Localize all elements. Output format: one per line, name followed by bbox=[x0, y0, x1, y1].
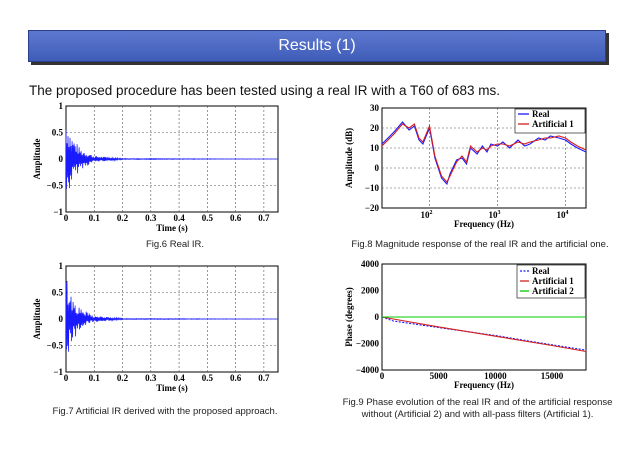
y-tick-label: −20 bbox=[365, 203, 380, 213]
y-tick-label: −1 bbox=[53, 367, 63, 377]
y-tick-label: 0 bbox=[59, 314, 64, 324]
x-tick-label: 0.3 bbox=[145, 213, 157, 223]
x-tick-label: 0.2 bbox=[117, 213, 129, 223]
y-tick-label: −4000 bbox=[356, 365, 380, 375]
fig8-caption: Fig.8 Magnitude response of the real IR … bbox=[351, 239, 609, 250]
x-tick-label: 0.7 bbox=[258, 373, 270, 383]
x-tick-label: 0 bbox=[380, 371, 385, 381]
x-tick-label: 0.2 bbox=[117, 373, 129, 383]
x-tick-label: 0.6 bbox=[230, 373, 242, 383]
x-tick-label: 0.1 bbox=[89, 373, 101, 383]
fig9-caption: Fig.9 Phase evolution of the real IR and… bbox=[320, 397, 635, 421]
y-tick-label: 20 bbox=[370, 123, 380, 133]
y-tick-label: 30 bbox=[370, 103, 380, 113]
x-tick-label: 0.5 bbox=[202, 373, 214, 383]
y-tick-label: 0.5 bbox=[52, 128, 64, 138]
x-tick-label: 0.3 bbox=[145, 373, 157, 383]
ir-waveform-line bbox=[65, 280, 278, 352]
series-line-artificial-1 bbox=[381, 123, 587, 183]
y-tick-label: 4000 bbox=[361, 259, 380, 269]
x-tick-label: 5000 bbox=[430, 371, 449, 381]
fig7-caption: Fig.7 Artificial IR derived with the pro… bbox=[52, 406, 278, 417]
slide-title: Results (1) bbox=[278, 37, 356, 54]
fig9-chart: −4000 −2000 0 2000 4000 0 5000 10000 15000 Freque… bbox=[344, 259, 587, 390]
legend-label: Artificial 1 bbox=[532, 119, 574, 129]
x-tick-label: 102 bbox=[421, 210, 433, 220]
legend-label: Artificial 1 bbox=[532, 276, 574, 286]
y-axis-label: Amplitude bbox=[32, 298, 42, 339]
y-tick-label: 0 bbox=[59, 154, 64, 164]
y-tick-label: −0.5 bbox=[47, 181, 64, 191]
legend-label: Real bbox=[532, 266, 550, 276]
y-tick-label: 2000 bbox=[361, 286, 380, 296]
series-line-artificial-1 bbox=[381, 316, 587, 353]
legend-label: Real bbox=[532, 109, 550, 119]
legend-box bbox=[514, 108, 586, 134]
x-tick-label: 0.1 bbox=[89, 213, 101, 223]
fig6-chart: 0 0.1 0.2 0.3 0.4 0.5 0.6 0.7 −1 −0.5 0 0.5 1 Time (s… bbox=[32, 101, 279, 233]
x-tick-label: 0.4 bbox=[173, 213, 185, 223]
y-tick-label: −1 bbox=[53, 207, 63, 217]
y-tick-label: 1 bbox=[59, 101, 64, 111]
y-tick-label: 0 bbox=[375, 163, 380, 173]
y-tick-label: −2000 bbox=[356, 339, 380, 349]
legend-label: Artificial 2 bbox=[532, 286, 574, 296]
x-tick-label: 0.4 bbox=[173, 373, 185, 383]
title-banner: Results (1) bbox=[28, 30, 606, 62]
y-axis-label: Amplitude (dB) bbox=[344, 128, 354, 188]
x-axis-label: Frequency (Hz) bbox=[454, 380, 514, 390]
x-axis-label: Frequency (Hz) bbox=[454, 219, 514, 229]
x-tick-label: 103 bbox=[489, 210, 501, 220]
x-tick-label: 15000 bbox=[541, 371, 564, 381]
fig6-caption: Fig.6 Real IR. bbox=[145, 239, 205, 250]
fig9-caption-line-1: Fig.9 Phase evolution of the real IR and… bbox=[342, 397, 613, 408]
ir-waveform-line bbox=[65, 129, 278, 189]
fig9-caption-line-2: without (Artificial 2) and with all-pass… bbox=[361, 409, 594, 420]
x-tick-label: 0.5 bbox=[202, 213, 214, 223]
x-tick-label: 0 bbox=[64, 373, 69, 383]
x-tick-label: 0 bbox=[64, 213, 69, 223]
x-tick-label: 10000 bbox=[484, 371, 507, 381]
x-tick-label: 0.6 bbox=[230, 213, 242, 223]
y-tick-label: −0.5 bbox=[47, 341, 64, 351]
x-tick-label: 104 bbox=[557, 210, 569, 220]
x-axis-label: Time (s) bbox=[156, 383, 188, 393]
fig7-chart: 0 0.1 0.2 0.3 0.4 0.5 0.6 0.7 −1 −0.5 0 0.5 1 Time (s… bbox=[32, 261, 279, 393]
x-tick-label: 0.7 bbox=[258, 213, 270, 223]
y-axis-label: Phase (degrees) bbox=[344, 287, 354, 347]
y-tick-label: 0 bbox=[375, 312, 380, 322]
fig8-chart: −20 −10 0 10 20 30 102 103 104 Frequency (Hz) Ampl… bbox=[344, 103, 587, 229]
y-tick-label: −10 bbox=[365, 183, 380, 193]
y-tick-label: 1 bbox=[59, 261, 64, 271]
y-axis-label: Amplitude bbox=[32, 138, 42, 179]
intro-text: The proposed procedure has been tested u… bbox=[29, 83, 501, 98]
y-tick-label: 10 bbox=[370, 143, 380, 153]
x-axis-label: Time (s) bbox=[156, 223, 188, 233]
y-tick-label: 0.5 bbox=[52, 288, 64, 298]
